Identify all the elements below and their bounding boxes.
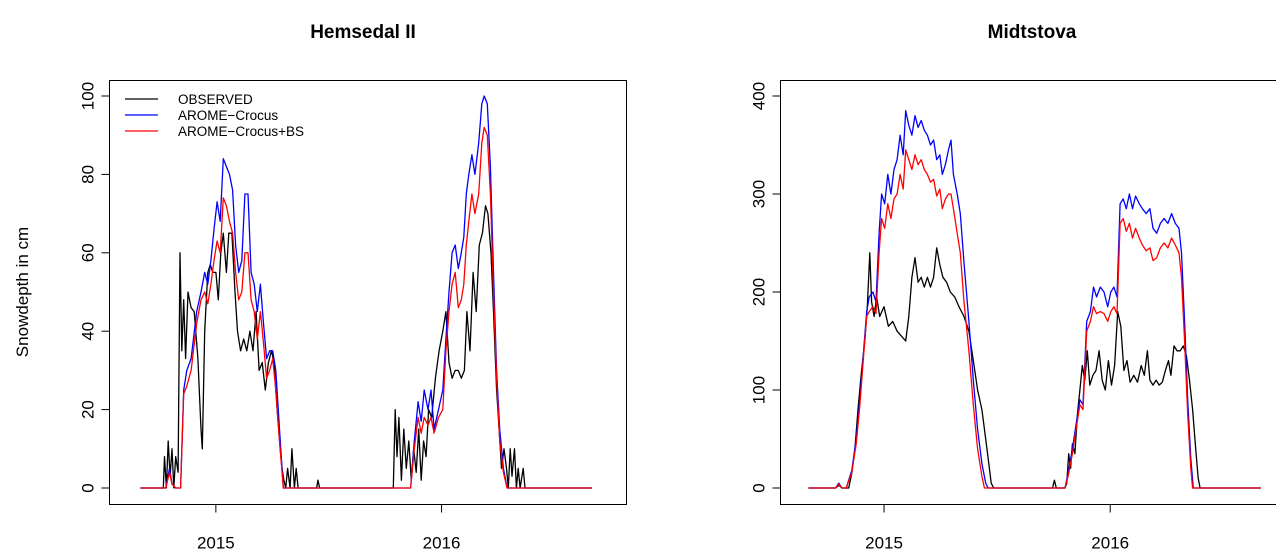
series-line-arome-crocus-bs: [808, 149, 1261, 489]
plot-frame: [109, 80, 627, 505]
y-tick-label: 40: [79, 322, 98, 341]
y-tick-label: 0: [79, 483, 98, 492]
y-tick-label: 400: [750, 82, 769, 110]
legend-label-arome-crocus: AROME−Crocus: [178, 108, 278, 123]
x-tick-label: 2016: [1091, 534, 1129, 553]
y-tick-label: 100: [79, 82, 98, 110]
tick-group: 0 20 40 60 80 100 2015 2016: [79, 82, 461, 553]
series-line-arome-crocus: [140, 95, 592, 489]
y-tick-label: 0: [750, 483, 769, 492]
y-tick-label: 60: [79, 243, 98, 262]
chart-title: Midtstova: [988, 22, 1077, 43]
y-tick-label: 200: [750, 278, 769, 306]
chart-panel-hemsedal: Hemsedal II Snowdepth in cm 0 20 40 60 80 100…: [13, 22, 627, 553]
y-tick-label: 80: [79, 165, 98, 184]
series-layer: [140, 95, 592, 489]
x-tick-label: 2015: [865, 534, 903, 553]
series-layer: [808, 110, 1261, 489]
chart-title: Hemsedal II: [310, 22, 416, 43]
y-axis-label: Snowdepth in cm: [13, 227, 32, 357]
x-tick-label: 2015: [197, 534, 235, 553]
legend-label-observed: OBSERVED: [178, 92, 253, 107]
series-line-arome-crocus: [808, 110, 1261, 489]
y-tick-label: 20: [79, 400, 98, 419]
plot-frame: [780, 80, 1276, 505]
y-tick-label: 300: [750, 180, 769, 208]
tick-group: 0 100 200 300 400 2015 2016: [750, 82, 1130, 553]
series-line-arome-crocus-bs: [140, 126, 592, 489]
series-line-observed: [140, 205, 592, 489]
legend-label-arome-crocus-bs: AROME−Crocus+BS: [178, 124, 304, 139]
y-tick-label: 100: [750, 376, 769, 404]
x-tick-label: 2016: [423, 534, 461, 553]
chart-panel-midtstova: Midtstova 0 100 200 300 400 2015 2016: [750, 22, 1276, 553]
legend: OBSERVED AROME−Crocus AROME−Crocus+BS: [125, 92, 304, 139]
